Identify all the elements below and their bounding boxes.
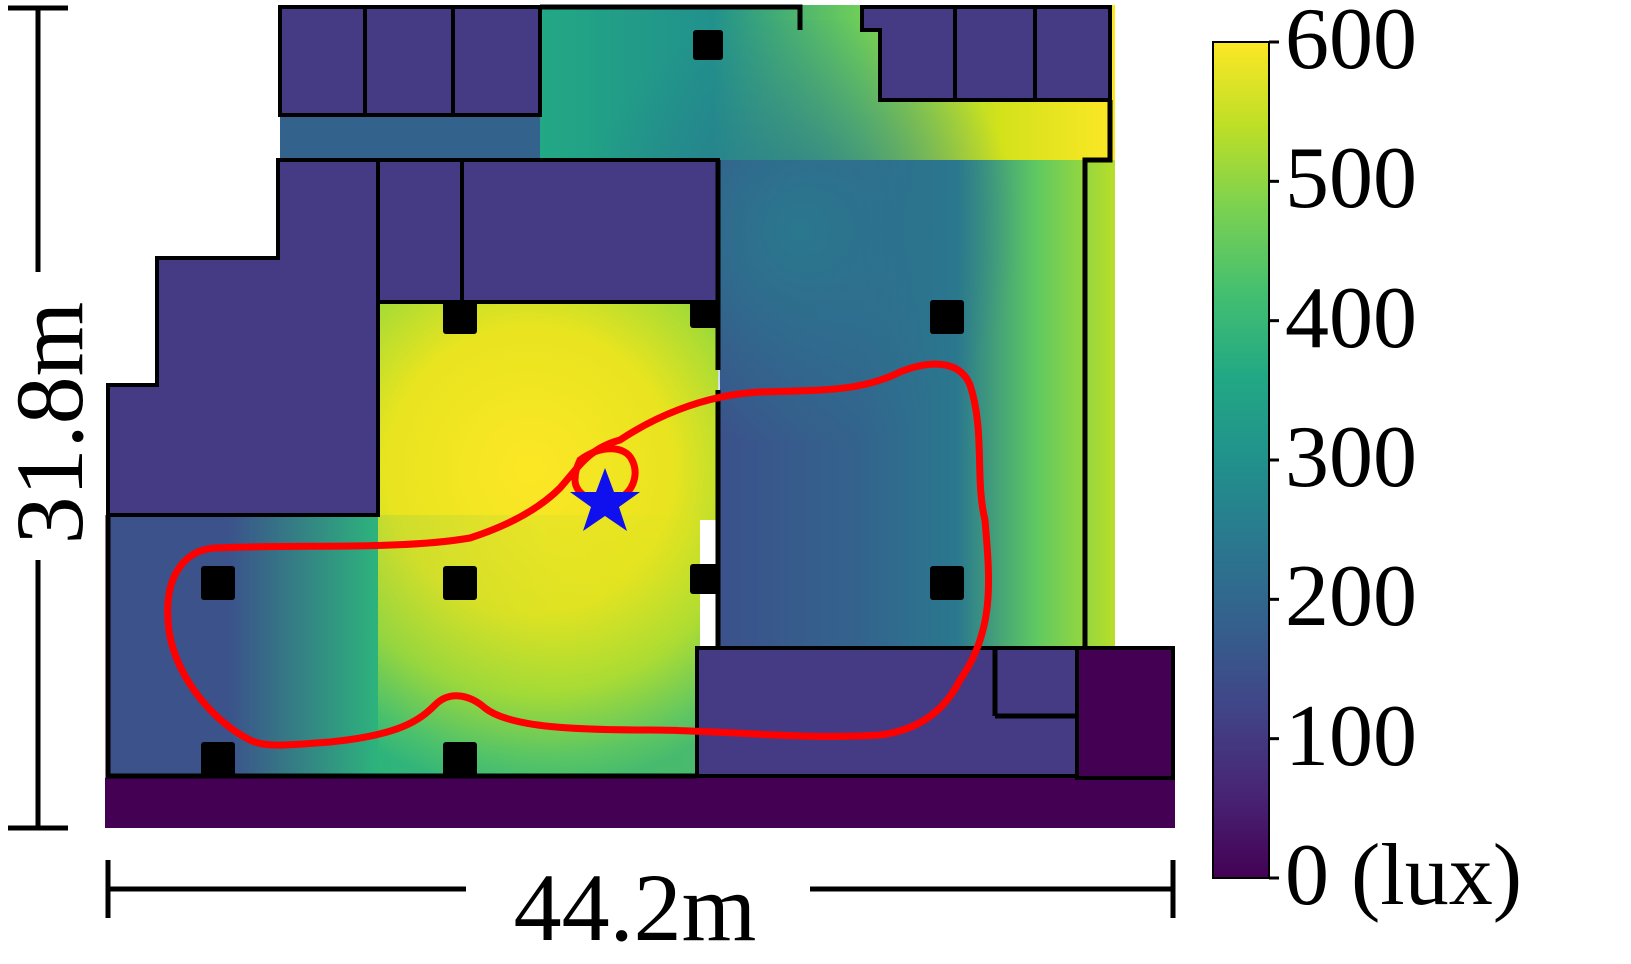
walls: [105, 4, 1113, 779]
luminaire: [690, 300, 718, 328]
colorbar: [1212, 40, 1279, 880]
room-n1: [278, 5, 367, 117]
colorbar-tick-label: 0 (lux): [1285, 827, 1523, 924]
colorbar-tick-label: 500: [1285, 130, 1417, 228]
colorbar-tick-label: 100: [1285, 687, 1417, 785]
luminaire: [201, 566, 235, 600]
dark-rooms: [106, 5, 1175, 780]
colorbar-tick-label: 400: [1285, 269, 1417, 367]
luminaire: [443, 566, 477, 600]
luminaire: [443, 742, 477, 776]
room-n2: [363, 5, 455, 117]
room-n3: [451, 5, 542, 117]
colorbar-tick-label: 300: [1285, 409, 1417, 506]
luminaire: [693, 30, 723, 60]
outer-wall-east: [1082, 100, 1113, 648]
room-west-stack: [106, 158, 380, 517]
luminaire: [443, 300, 477, 334]
luminaire: [930, 300, 964, 334]
north-hall-band: [280, 115, 540, 165]
outer-wall-west: [105, 515, 697, 779]
width-dimension-label: 44.2m: [513, 854, 757, 961]
colorbar-tick-label: 600: [1285, 0, 1417, 88]
height-dimension-label: 31.8m: [0, 301, 103, 545]
sensor-star-marker: [570, 468, 640, 531]
room-ne: [860, 5, 1112, 102]
outside-strip: [105, 778, 1175, 828]
luminaires: [201, 30, 964, 776]
luminaire: [930, 566, 964, 600]
luminaire: [201, 742, 235, 776]
outer-wall-north: [540, 4, 803, 30]
illuminance-contour: [164, 360, 993, 749]
height-dimension: [8, 5, 68, 831]
luminaire: [690, 564, 720, 594]
width-dimension: [105, 860, 1176, 918]
colorbar-gradient: [1212, 41, 1270, 879]
room-south-east: [695, 646, 1079, 778]
colorbar-ticks: [1269, 40, 1279, 880]
room-center-north: [376, 158, 720, 304]
room-corner-dark: [1075, 646, 1175, 780]
colorbar-tick-label: 200: [1285, 548, 1417, 646]
